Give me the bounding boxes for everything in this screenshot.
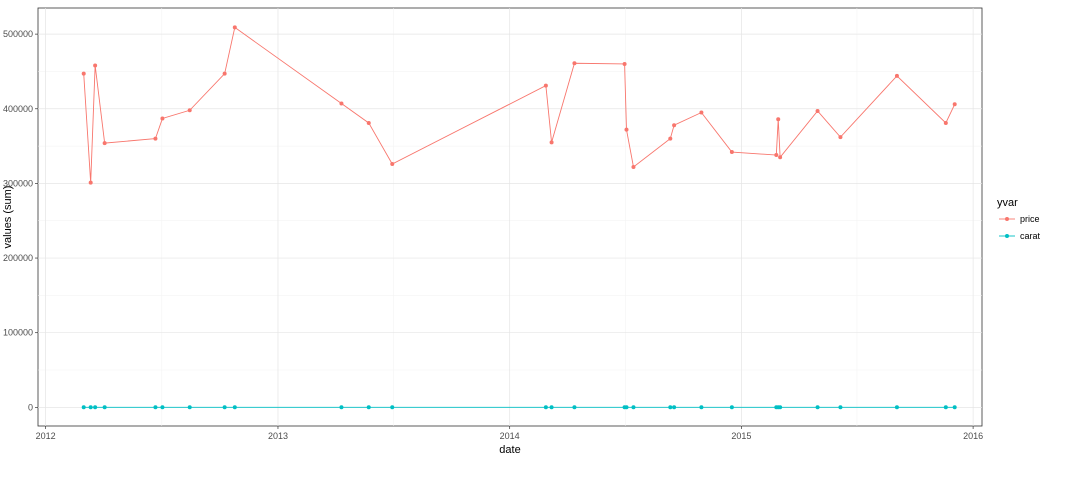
data-point-price [774,153,779,158]
data-point-carat [232,405,237,410]
y-tick-label: 0 [28,402,33,412]
x-axis-title: date [499,444,520,456]
data-point-price [93,63,98,68]
data-point-carat [81,405,86,410]
data-point-price [672,123,677,128]
data-point-price [815,109,820,114]
data-point-price [88,180,93,185]
data-point-price [631,164,636,169]
legend-key-point-price [1005,217,1009,221]
grid-minor [38,8,982,426]
data-point-price [81,71,86,76]
x-tick-label: 2012 [36,431,56,441]
x-tick-label: 2016 [963,431,983,441]
x-tick-label: 2014 [500,431,520,441]
data-point-price [668,136,673,141]
data-point-carat [339,405,344,410]
data-point-price [699,110,704,115]
legend-label-price: price [1020,214,1040,224]
data-point-carat [729,405,734,410]
x-tick-label: 2015 [731,431,751,441]
data-point-carat [543,405,548,410]
data-point-carat [624,405,629,410]
data-point-price [543,83,548,88]
series-points [81,25,957,410]
data-point-carat [160,405,165,410]
data-point-price [187,108,192,113]
data-point-carat [668,405,673,410]
legend: yvar price carat [997,197,1041,241]
data-point-price [232,25,237,30]
data-point-price [729,150,734,155]
data-point-carat [187,405,192,410]
data-point-price [572,61,577,66]
legend-title: yvar [997,197,1018,209]
x-axis: 2012 2013 2014 2015 2016 [36,426,983,441]
data-point-price [102,141,107,146]
data-point-price [894,73,899,78]
data-point-carat [778,405,783,410]
data-point-price [366,120,371,125]
data-point-carat [952,405,957,410]
y-tick-label: 300000 [3,178,33,188]
data-point-price [776,117,781,122]
legend-keys: price carat [999,214,1041,241]
data-point-carat [699,405,704,410]
data-point-carat [838,405,843,410]
y-axis-title: values (sum) [2,186,14,249]
data-point-carat [366,405,371,410]
legend-key-point-carat [1005,234,1009,238]
y-axis: 0 100000 200000 300000 400000 500000 [3,29,38,412]
data-point-carat [153,405,158,410]
data-point-carat [88,405,93,410]
data-point-carat [631,405,636,410]
data-point-carat [222,405,227,410]
data-point-carat [572,405,577,410]
legend-label-carat: carat [1020,231,1041,241]
data-point-price [153,136,158,141]
data-point-price [339,101,344,106]
series-line-price [83,26,956,183]
data-point-price [838,135,843,140]
data-point-price [943,120,948,125]
data-point-carat [894,405,899,410]
y-tick-label: 200000 [3,253,33,263]
data-point-price [624,127,629,132]
y-tick-label: 400000 [3,104,33,114]
data-point-carat [943,405,948,410]
data-point-price [160,116,165,121]
data-point-carat [672,405,677,410]
data-point-price [549,140,554,145]
data-point-price [778,155,783,160]
data-point-price [390,162,395,167]
data-point-carat [815,405,820,410]
data-point-price [622,61,627,66]
data-point-price [952,102,957,107]
x-tick-label: 2013 [268,431,288,441]
data-point-carat [102,405,107,410]
data-point-carat [93,405,98,410]
y-tick-label: 500000 [3,29,33,39]
data-point-carat [390,405,395,410]
y-tick-label: 100000 [3,328,33,338]
data-point-price [222,71,227,76]
data-point-carat [549,405,554,410]
